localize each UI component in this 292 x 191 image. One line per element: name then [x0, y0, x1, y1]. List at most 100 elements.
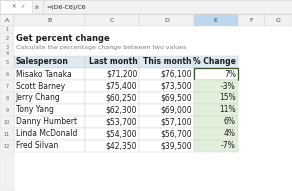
- Text: This month: This month: [143, 57, 192, 66]
- Bar: [139, 140, 194, 152]
- Text: 12: 12: [4, 143, 10, 148]
- Bar: [0, 26, 14, 191]
- Text: -7%: -7%: [221, 142, 236, 151]
- Bar: [14, 104, 85, 116]
- Bar: [265, 14, 292, 26]
- Bar: [85, 68, 139, 80]
- Text: Jerry Chang: Jerry Chang: [16, 94, 60, 103]
- Text: $56,700: $56,700: [160, 129, 192, 138]
- Bar: [139, 116, 194, 128]
- Bar: [194, 92, 238, 104]
- Bar: [14, 116, 85, 128]
- Text: Salesperson: Salesperson: [16, 57, 69, 66]
- Text: 15%: 15%: [219, 94, 236, 103]
- Text: Scott Barney: Scott Barney: [16, 82, 65, 91]
- Text: 3: 3: [5, 45, 8, 49]
- Bar: [194, 116, 238, 128]
- Text: =(D6-C6)/C6: =(D6-C6)/C6: [46, 5, 86, 10]
- Text: 8: 8: [5, 96, 8, 100]
- Text: 11: 11: [4, 131, 10, 137]
- Text: B: B: [47, 18, 52, 23]
- Bar: [85, 92, 139, 104]
- Bar: [85, 14, 139, 26]
- Text: 9: 9: [5, 108, 8, 112]
- Text: $53,700: $53,700: [106, 117, 137, 126]
- Text: Misako Tanaka: Misako Tanaka: [16, 70, 72, 79]
- Text: C: C: [110, 18, 114, 23]
- Text: ✓: ✓: [20, 5, 24, 10]
- Text: E: E: [214, 18, 218, 23]
- Bar: [194, 14, 238, 26]
- Bar: [194, 68, 238, 80]
- Text: $69,000: $69,000: [160, 105, 192, 114]
- Text: Linda McDonald: Linda McDonald: [16, 129, 77, 138]
- Text: 7%: 7%: [224, 70, 236, 79]
- Bar: [85, 56, 139, 68]
- Bar: [139, 104, 194, 116]
- Bar: [194, 128, 238, 140]
- Text: 4: 4: [5, 51, 8, 56]
- Text: 6%: 6%: [224, 117, 236, 126]
- Text: 11%: 11%: [219, 105, 236, 114]
- Text: $62,300: $62,300: [106, 105, 137, 114]
- Bar: [194, 140, 238, 152]
- Text: ✕: ✕: [12, 5, 16, 10]
- Text: $54,300: $54,300: [106, 129, 137, 138]
- Bar: [85, 140, 139, 152]
- Text: $75,400: $75,400: [106, 82, 137, 91]
- Text: G: G: [276, 18, 281, 23]
- Text: $60,250: $60,250: [106, 94, 137, 103]
- Text: 6: 6: [5, 71, 8, 77]
- Bar: [194, 104, 238, 116]
- Text: Get percent change: Get percent change: [16, 33, 110, 43]
- Bar: [14, 92, 85, 104]
- Text: 10: 10: [4, 120, 10, 125]
- Bar: [0, 14, 14, 26]
- Text: Danny Humbert: Danny Humbert: [16, 117, 77, 126]
- Bar: [139, 14, 194, 26]
- Text: $42,350: $42,350: [106, 142, 137, 151]
- Text: $71,200: $71,200: [106, 70, 137, 79]
- Text: 5: 5: [5, 60, 8, 65]
- Bar: [194, 56, 238, 68]
- Bar: [139, 92, 194, 104]
- Bar: [14, 56, 85, 68]
- Text: Tony Yang: Tony Yang: [16, 105, 54, 114]
- Text: D: D: [164, 18, 169, 23]
- Bar: [14, 128, 85, 140]
- Bar: [238, 14, 265, 26]
- Text: $73,500: $73,500: [160, 82, 192, 91]
- Text: $39,500: $39,500: [160, 142, 192, 151]
- Bar: [139, 56, 194, 68]
- Bar: [85, 80, 139, 92]
- Bar: [14, 80, 85, 92]
- Bar: [0, 0, 32, 14]
- Text: F: F: [250, 18, 253, 23]
- Bar: [14, 68, 85, 80]
- Bar: [14, 14, 85, 26]
- Text: Calculate the percentage change between two values: Calculate the percentage change between …: [16, 45, 186, 49]
- Text: -3%: -3%: [221, 82, 236, 91]
- Bar: [194, 80, 238, 92]
- Bar: [139, 128, 194, 140]
- Bar: [14, 140, 85, 152]
- Text: 4%: 4%: [224, 129, 236, 138]
- Bar: [194, 68, 238, 80]
- Bar: [0, 0, 292, 14]
- Text: % Change: % Change: [193, 57, 236, 66]
- Text: A: A: [5, 18, 9, 23]
- Text: $69,500: $69,500: [160, 94, 192, 103]
- Text: 7: 7: [5, 83, 8, 88]
- Text: fx: fx: [35, 5, 40, 10]
- Bar: [85, 116, 139, 128]
- Bar: [85, 104, 139, 116]
- Bar: [139, 80, 194, 92]
- Bar: [85, 128, 139, 140]
- Text: 2: 2: [5, 36, 8, 40]
- Bar: [139, 68, 194, 80]
- Text: $57,100: $57,100: [160, 117, 192, 126]
- Text: Last month: Last month: [88, 57, 137, 66]
- Text: Fred Silvan: Fred Silvan: [16, 142, 58, 151]
- Text: 1: 1: [5, 27, 8, 32]
- Text: $76,100: $76,100: [160, 70, 192, 79]
